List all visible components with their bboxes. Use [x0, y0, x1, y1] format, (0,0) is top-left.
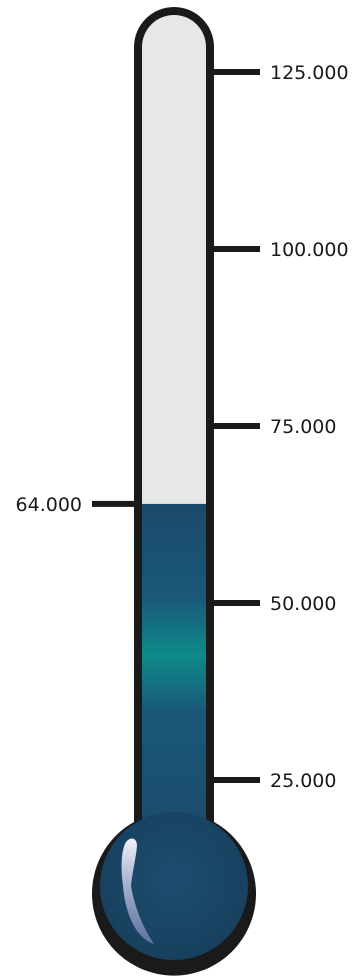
scale-tick-4: [214, 246, 260, 252]
thermometer-liquid: [142, 503, 206, 840]
scale-tick-2: [214, 600, 260, 606]
bulb-shine: [121, 838, 154, 944]
scale-label-5: 125.000: [270, 62, 349, 84]
scale-tick-1: [214, 777, 260, 783]
scale-label-2: 50.000: [270, 593, 336, 615]
current-value-tick: [92, 500, 134, 507]
thermometer-bulb: [100, 812, 248, 960]
scale-label-3: 75.000: [270, 416, 336, 438]
scale-label-4: 100.000: [270, 239, 349, 261]
scale-tick-3: [214, 423, 260, 429]
scale-ticks: 25.000 50.000 75.000 100.000 125.000: [214, 62, 349, 792]
scale-label-1: 25.000: [270, 770, 336, 792]
current-value-label: 64.000: [16, 494, 82, 516]
scale-tick-5: [214, 69, 260, 75]
